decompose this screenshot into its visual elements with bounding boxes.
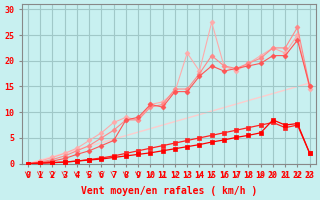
X-axis label: Vent moyen/en rafales ( km/h ): Vent moyen/en rafales ( km/h ) xyxy=(81,186,257,196)
